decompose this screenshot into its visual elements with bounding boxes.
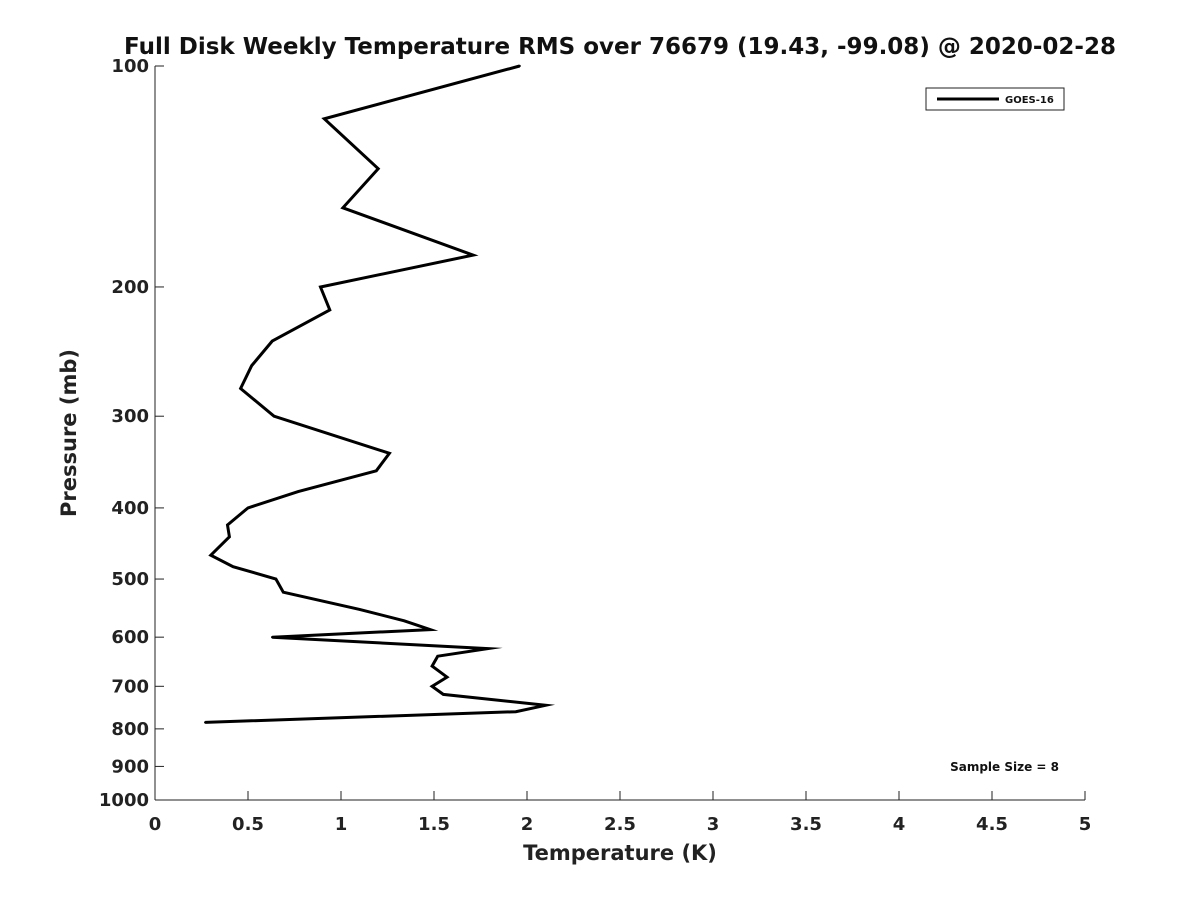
x-tick-label: 4 [893,814,906,835]
x-tick-label: 2 [521,814,534,835]
x-tick-label: 4.5 [976,814,1008,835]
data-point [518,64,521,68]
data-point [430,685,434,688]
data-point [429,628,432,631]
data-point [358,608,361,611]
data-point [436,655,439,658]
data-point [271,339,274,343]
data-point [486,647,490,650]
y-tick-label: 900 [111,756,149,777]
data-point [388,452,391,455]
y-tick-label: 400 [111,498,149,519]
data-point [282,591,285,594]
data-point [471,253,475,257]
data-point [430,664,434,668]
data-point [250,364,253,367]
chart-title: Full Disk Weekly Temperature RMS over 76… [124,34,1116,60]
y-tick-label: 100 [111,56,149,77]
data-point [246,506,250,510]
data-point [341,206,345,209]
data-point [228,535,231,538]
data-point [239,387,242,390]
data-point [231,565,235,568]
data-point [319,285,322,289]
y-axis-label: Pressure (mb) [57,349,81,517]
data-point [226,523,229,527]
x-tick-label: 0 [149,814,162,835]
data-point [297,490,300,493]
series-lines [205,64,556,724]
data-point [514,710,517,713]
y-tick-label: 300 [111,406,149,427]
series-line [205,64,556,724]
y-tick-label: 500 [111,569,149,590]
series-points [204,64,547,724]
y-tick-label: 700 [111,676,149,697]
x-tick-label: 0.5 [232,814,264,835]
x-tick-label: 2.5 [604,814,636,835]
data-point [403,619,406,622]
data-point [375,469,378,472]
data-point [272,415,276,418]
data-point [377,167,380,170]
x-tick-label: 1 [335,814,348,835]
y-tick-label: 200 [111,277,149,298]
data-point [209,554,212,557]
data-point [271,636,274,639]
data-point [323,117,326,121]
y-tick-label: 1000 [99,790,149,811]
x-axis-ticks: 0 0.5 1 1.5 2 2.5 3 3.5 4 4.5 5 [149,791,1092,835]
y-tick-label: 800 [111,719,149,740]
data-point [204,721,207,724]
y-axis-ticks: 100 200 300 400 500 600 700 800 900 1000 [99,56,164,811]
data-point [328,308,331,312]
data-point [544,704,547,707]
data-point [442,693,445,696]
legend-entry: GOES-16 [1005,95,1054,106]
x-axis-label: Temperature (K) [523,841,717,865]
data-point [274,577,278,581]
data-point [445,675,449,679]
x-tick-label: 5 [1079,814,1092,835]
legend: GOES-16 [925,87,1065,111]
x-tick-label: 1.5 [418,814,450,835]
y-tick-label: 600 [111,627,149,648]
x-tick-label: 3 [707,814,720,835]
x-tick-label: 3.5 [790,814,822,835]
sample-size-annotation: Sample Size = 8 [950,760,1059,774]
